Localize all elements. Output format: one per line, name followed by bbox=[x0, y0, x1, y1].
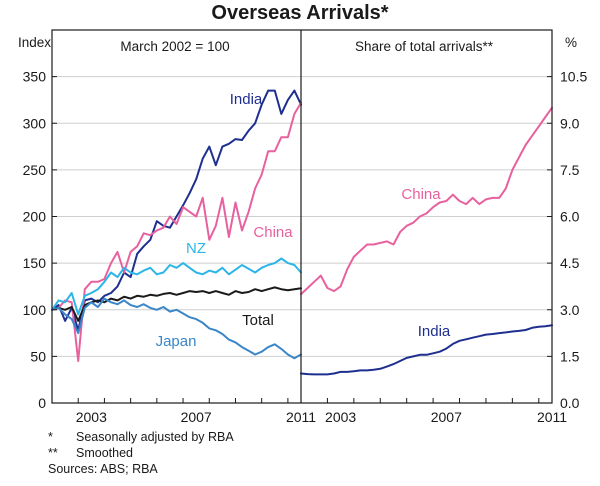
footnotes: * Seasonally adjusted by RBA ** Smoothed S… bbox=[48, 429, 234, 477]
label-total: Total bbox=[242, 312, 274, 329]
left-panel-subtitle: March 2002 = 100 bbox=[120, 39, 229, 54]
footnote-2: ** Smoothed bbox=[48, 445, 234, 461]
footnote-mark: ** bbox=[48, 446, 58, 460]
y-tick-label: 3.0 bbox=[560, 302, 580, 318]
footnote-mark: * bbox=[48, 430, 53, 444]
left-line-china bbox=[51, 101, 302, 362]
x-tick-label: 2003 bbox=[325, 409, 356, 425]
series-lines bbox=[51, 89, 553, 376]
label-nz: NZ bbox=[186, 240, 206, 257]
y-tick-label: 200 bbox=[23, 209, 47, 225]
x-tick-label: 2007 bbox=[431, 409, 462, 425]
y-tick-label: 0 bbox=[38, 395, 46, 411]
y-tick-label: 10.5 bbox=[560, 69, 587, 85]
y-tick-label: 350 bbox=[23, 69, 47, 85]
x-tick-label: 2007 bbox=[181, 409, 212, 425]
right-line-india bbox=[300, 324, 553, 376]
label-japan: Japan bbox=[156, 333, 197, 350]
left-axis-unit: Index bbox=[18, 35, 51, 50]
right-axis-unit: % bbox=[565, 35, 577, 50]
label-china-left: China bbox=[253, 224, 293, 241]
chart-title: Overseas Arrivals* bbox=[211, 2, 388, 24]
left-line-nz bbox=[51, 257, 302, 316]
y-tick-label: 0.0 bbox=[560, 395, 580, 411]
y-tick-label: 100 bbox=[23, 302, 47, 318]
series-labels: India China NZ Total Japan China India bbox=[156, 91, 451, 350]
y-tick-label: 9.0 bbox=[560, 115, 580, 131]
y-tick-label: 250 bbox=[23, 162, 47, 178]
y-tick-label: 150 bbox=[23, 255, 47, 271]
label-china-right: China bbox=[401, 186, 441, 203]
gridlines bbox=[52, 76, 552, 357]
left-line-japan bbox=[51, 297, 302, 360]
y-tick-label: 6.0 bbox=[560, 209, 580, 225]
footnote-text: Smoothed bbox=[76, 446, 133, 460]
right-panel-subtitle: Share of total arrivals** bbox=[355, 39, 494, 54]
footnote-1: * Seasonally adjusted by RBA bbox=[48, 429, 234, 445]
y-tick-label: 50 bbox=[30, 348, 46, 364]
label-india-left: India bbox=[230, 91, 263, 108]
footnote-text: Seasonally adjusted by RBA bbox=[76, 430, 234, 444]
y-tick-label: 1.5 bbox=[560, 348, 580, 364]
y-tick-label: 7.5 bbox=[560, 162, 580, 178]
x-tick-label: 2003 bbox=[76, 409, 107, 425]
y-tick-label: 300 bbox=[23, 115, 47, 131]
label-india-right: India bbox=[418, 323, 451, 340]
x-tick-label: 2011 bbox=[286, 409, 316, 425]
left-line-india bbox=[51, 89, 302, 332]
y-tick-label: 4.5 bbox=[560, 255, 580, 271]
right-line-china bbox=[300, 106, 553, 296]
sources: Sources: ABS; RBA bbox=[48, 462, 158, 476]
x-tick-label: 2011 bbox=[537, 409, 567, 425]
left-line-total bbox=[51, 286, 302, 322]
